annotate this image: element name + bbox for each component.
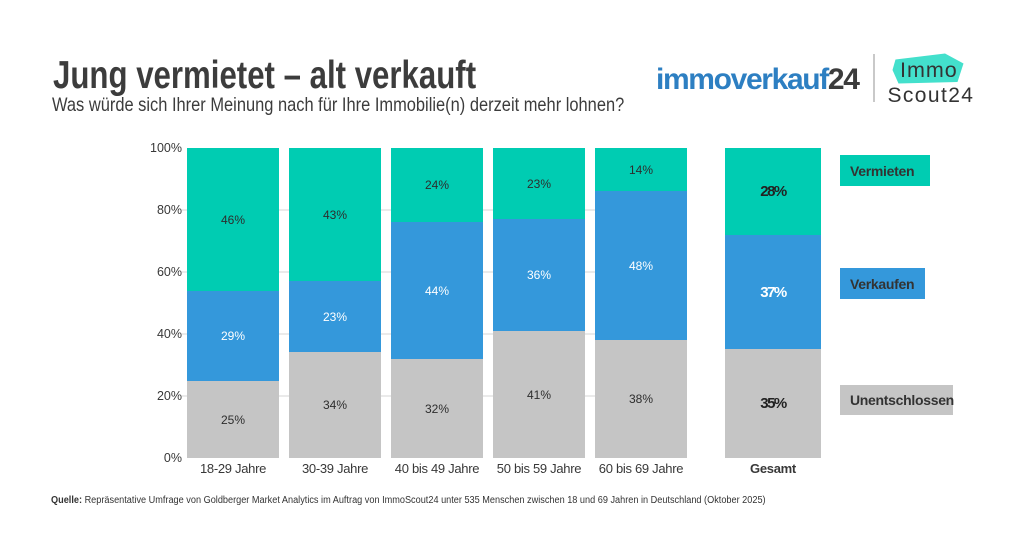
svg-text:Immo: Immo [900, 58, 958, 82]
svg-text:Scout24: Scout24 [888, 84, 975, 107]
